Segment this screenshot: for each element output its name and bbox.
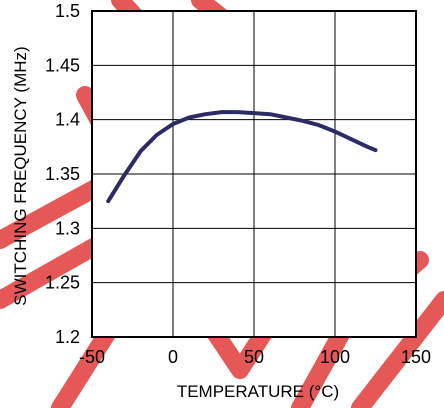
plot-frame — [91, 10, 417, 338]
y-tick-label: 1.3 — [55, 218, 80, 238]
x-tick-label: 0 — [168, 347, 178, 367]
y-axis-label: SWITCHING FREQUENCY (MHz) — [11, 46, 30, 305]
y-tick-label: 1.35 — [45, 164, 80, 184]
x-tick-label: -50 — [79, 347, 105, 367]
x-axis-label: TEMPERATURE (°C) — [177, 382, 339, 401]
y-tick-label: 1.45 — [45, 55, 80, 75]
y-tick-label: 1.4 — [55, 110, 80, 130]
series-line — [106, 110, 378, 204]
y-tick-label: 1.25 — [45, 273, 80, 293]
x-tick-label: 150 — [401, 347, 431, 367]
x-tick-label: 50 — [244, 347, 264, 367]
y-tick-label: 1.2 — [55, 327, 80, 347]
x-tick-label: 100 — [320, 347, 350, 367]
y-tick-label: 1.5 — [55, 1, 80, 21]
